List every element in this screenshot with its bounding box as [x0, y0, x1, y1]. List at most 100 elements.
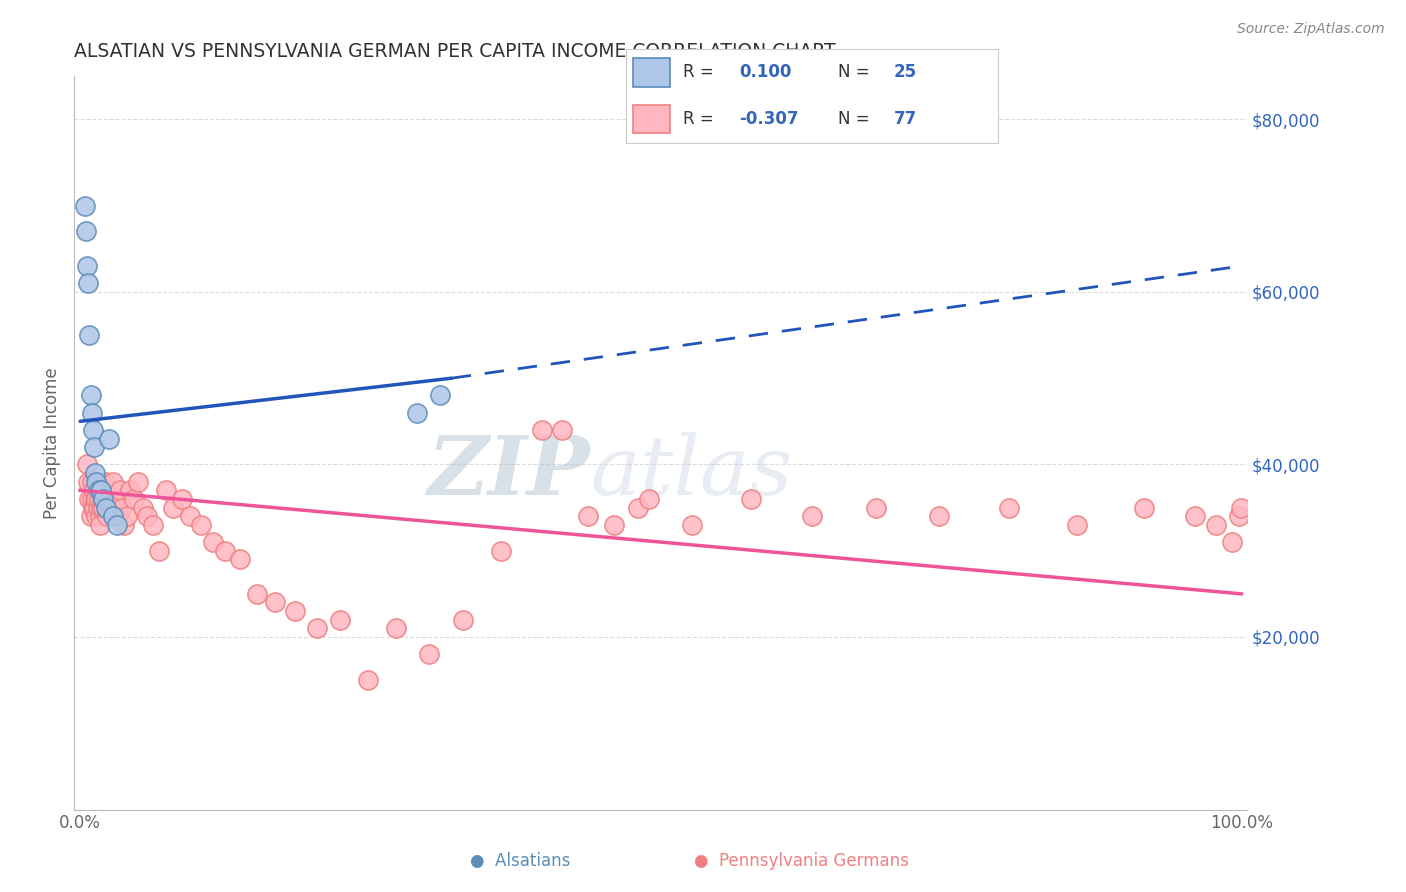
- Point: [800, 509, 823, 524]
- Point: [89, 517, 111, 532]
- Point: [531, 423, 554, 437]
- Point: [94, 491, 117, 506]
- Text: R =: R =: [683, 63, 720, 81]
- Text: R =: R =: [683, 110, 720, 128]
- Point: [1205, 517, 1227, 532]
- Point: [1184, 509, 1206, 524]
- Point: [86, 475, 108, 489]
- Point: [201, 535, 224, 549]
- Point: [84, 466, 107, 480]
- Point: [406, 406, 429, 420]
- Point: [626, 500, 648, 515]
- Point: [87, 491, 110, 506]
- Point: [101, 475, 124, 489]
- Point: [305, 621, 328, 635]
- Point: [96, 509, 118, 524]
- Point: [329, 613, 352, 627]
- Point: [122, 491, 145, 506]
- Point: [93, 475, 115, 489]
- Point: [105, 517, 128, 532]
- Point: [89, 509, 111, 524]
- Point: [77, 277, 100, 291]
- Point: [681, 517, 703, 532]
- Y-axis label: Per Capita Income: Per Capita Income: [44, 368, 60, 518]
- Point: [576, 509, 599, 524]
- Point: [93, 500, 115, 515]
- Point: [264, 595, 287, 609]
- Point: [638, 491, 661, 506]
- Point: [86, 491, 108, 506]
- Text: N =: N =: [838, 110, 875, 128]
- Point: [80, 491, 103, 506]
- Point: [76, 458, 98, 472]
- Point: [453, 613, 475, 627]
- Text: atlas: atlas: [591, 433, 793, 512]
- Point: [105, 509, 128, 524]
- Point: [190, 517, 212, 532]
- Point: [603, 517, 626, 532]
- Point: [86, 509, 108, 524]
- Point: [111, 500, 134, 515]
- Point: [100, 500, 122, 515]
- Point: [79, 328, 101, 343]
- Text: ●  Pennsylvania Germans: ● Pennsylvania Germans: [695, 852, 908, 870]
- FancyBboxPatch shape: [633, 105, 671, 134]
- Point: [104, 491, 127, 506]
- Point: [132, 500, 155, 515]
- Point: [108, 483, 131, 498]
- Point: [101, 509, 124, 524]
- Point: [83, 500, 105, 515]
- Text: ALSATIAN VS PENNSYLVANIA GERMAN PER CAPITA INCOME CORRELATION CHART: ALSATIAN VS PENNSYLVANIA GERMAN PER CAPI…: [75, 42, 837, 61]
- Point: [155, 483, 177, 498]
- Point: [83, 483, 105, 498]
- Point: [98, 432, 121, 446]
- Text: ●  Alsatians: ● Alsatians: [470, 852, 571, 870]
- Point: [73, 199, 96, 213]
- Point: [77, 475, 100, 489]
- Point: [84, 491, 107, 506]
- Point: [229, 552, 252, 566]
- Point: [418, 647, 440, 661]
- Point: [90, 500, 112, 515]
- Point: [148, 543, 170, 558]
- Point: [928, 509, 950, 524]
- Point: [75, 225, 97, 239]
- Point: [357, 673, 380, 687]
- Point: [83, 440, 105, 454]
- Point: [1220, 535, 1243, 549]
- Point: [284, 604, 307, 618]
- Point: [1133, 500, 1156, 515]
- Point: [115, 509, 138, 524]
- Point: [91, 491, 114, 506]
- Point: [76, 259, 98, 273]
- Point: [551, 423, 574, 437]
- Point: [172, 491, 194, 506]
- Point: [94, 500, 117, 515]
- Point: [87, 483, 110, 498]
- Text: ZIP: ZIP: [427, 433, 591, 512]
- Point: [246, 587, 269, 601]
- Point: [865, 500, 887, 515]
- Text: N =: N =: [838, 63, 875, 81]
- Point: [1066, 517, 1088, 532]
- Point: [79, 509, 101, 524]
- Point: [112, 517, 135, 532]
- Point: [86, 500, 108, 515]
- Point: [179, 509, 201, 524]
- Point: [1227, 509, 1250, 524]
- Point: [97, 500, 120, 515]
- Point: [79, 388, 101, 402]
- Point: [740, 491, 762, 506]
- Point: [93, 491, 115, 506]
- Point: [86, 475, 108, 489]
- Point: [429, 388, 451, 402]
- Point: [120, 483, 142, 498]
- Point: [79, 491, 101, 506]
- Point: [82, 500, 104, 515]
- Point: [80, 406, 103, 420]
- Text: 77: 77: [894, 110, 917, 128]
- Point: [80, 475, 103, 489]
- Text: 25: 25: [894, 63, 917, 81]
- Point: [162, 500, 184, 515]
- Point: [142, 517, 165, 532]
